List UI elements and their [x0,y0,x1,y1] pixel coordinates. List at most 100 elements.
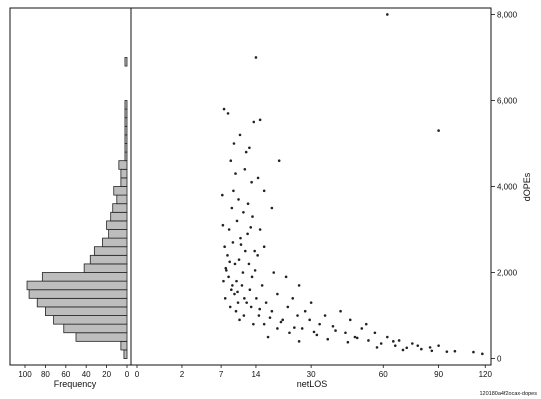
scatter-point-121 [253,269,257,272]
scatter-point-92 [437,344,440,347]
scatter-frame [130,7,492,366]
scatter-point-31 [243,249,247,253]
scatter-y-tick-label-3: 6,000 [497,96,518,105]
histogram-x-tick-label-1: 80 [41,370,50,379]
scatter-point-50 [233,292,236,296]
scatter-point-76 [353,335,357,339]
scatter-point-36 [233,262,237,266]
scatter-point-124 [245,301,248,304]
scatter-point-27 [239,236,242,240]
scatter-points [221,13,484,356]
scatter-y-tick-label-4: 8,000 [497,10,518,19]
histogram-bar-24 [124,143,128,153]
scatter-panel: 0 2 7 14 30 60 90 120 0 2,000 4,000 6,000 8,000 net… [130,7,532,389]
scatter-point-8 [277,159,281,162]
scatter-x-tick-label-6: 90 [434,370,443,379]
scatter-point-25 [258,228,262,231]
scatter-x-tick-label-1: 2 [180,370,185,379]
histogram-bar-5 [45,306,128,316]
scatter-point-53 [255,297,258,300]
scatter-point-41 [227,275,230,279]
scatter-point-72 [276,327,279,330]
scatter-point-102 [411,342,414,345]
histogram-bar-25 [124,134,128,144]
scatter-point-127 [279,320,283,324]
scatter-point-68 [262,322,266,326]
scatter-point-128 [293,326,296,329]
scatter-point-58 [249,305,253,309]
histogram-bar-22 [118,160,128,170]
scatter-point-48 [248,288,252,292]
scatter-point-22 [235,219,239,223]
scatter-point-97 [297,284,301,287]
scatter-point-44 [222,279,225,283]
scatter-point-30 [262,245,266,249]
histogram-bar-7 [28,289,128,299]
scatter-point-75 [315,333,319,337]
histogram-bar-23 [124,151,128,162]
scatter-x-tick-label-4: 30 [307,370,316,379]
scatter-point-99 [373,331,377,335]
scatter-point-110 [303,309,307,313]
histogram-bar-18 [116,194,128,205]
histogram-x-tick-label-5: 0 [125,370,130,379]
scatter-point-39 [272,271,276,274]
scatter-y-axis-title: dOPEs [522,172,532,201]
scatter-point-88 [430,349,434,353]
scatter-point-65 [238,318,241,322]
histogram-bar-3 [63,323,128,334]
scatter-point-1 [222,107,226,111]
scatter-point-111 [291,297,295,300]
scatter-point-2 [226,112,230,115]
scatter-point-74 [288,331,291,335]
scatter-point-79 [367,339,370,342]
histogram-x-tick-label-4: 20 [102,370,111,379]
scatter-point-15 [221,193,224,197]
histogram-bar-14 [108,229,128,239]
scatter-point-57 [286,305,290,309]
scatter-point-21 [251,215,254,218]
histogram-bar-1 [120,340,128,351]
scatter-point-13 [234,172,237,175]
scatter-point-89 [445,350,449,353]
scatter-point-46 [260,284,264,287]
scatter-point-120 [225,269,228,272]
scatter-point-42 [235,279,238,283]
scatter-point-33 [226,254,229,257]
scatter-point-73 [344,331,347,335]
scatter-x-tick-label-0: 0 [135,370,140,379]
scatter-point-112 [364,322,368,326]
scatter-point-11 [256,176,260,180]
scatter-y-tick-label-1: 2,000 [497,269,518,278]
scatter-point-105 [437,129,440,132]
scatter-point-37 [224,266,228,270]
scatter-point-55 [264,301,268,304]
scatter-point-83 [393,344,397,347]
scatter-point-95 [339,309,342,313]
scatter-point-64 [308,318,311,322]
scatter-point-104 [453,349,457,353]
scatter-point-4 [258,118,262,122]
scatter-point-14 [262,189,266,193]
scatter-point-60 [270,309,274,313]
scatter-point-87 [401,348,405,352]
scatter-point-10 [243,167,247,171]
scatter-point-116 [232,189,235,193]
histogram-x-tick-label-0: 100 [18,370,32,379]
histogram-bar-29 [124,100,128,110]
scatter-point-107 [284,275,288,279]
histogram-bar-12 [93,246,128,256]
scatter-point-43 [250,275,254,279]
scatter-point-20 [242,211,245,214]
scatter-x-tick-label-7: 120 [479,370,493,379]
histogram-bar-13 [102,237,128,248]
scatter-point-3 [252,120,256,124]
scatter-point-16 [237,198,240,201]
scatter-point-109 [355,336,359,340]
scatter-point-66 [281,318,284,322]
scatter-point-129 [312,330,316,334]
histogram-bar-21 [120,168,128,179]
scatter-point-40 [241,271,245,274]
scatter-point-126 [268,316,272,319]
scatter-point-82 [379,342,383,345]
